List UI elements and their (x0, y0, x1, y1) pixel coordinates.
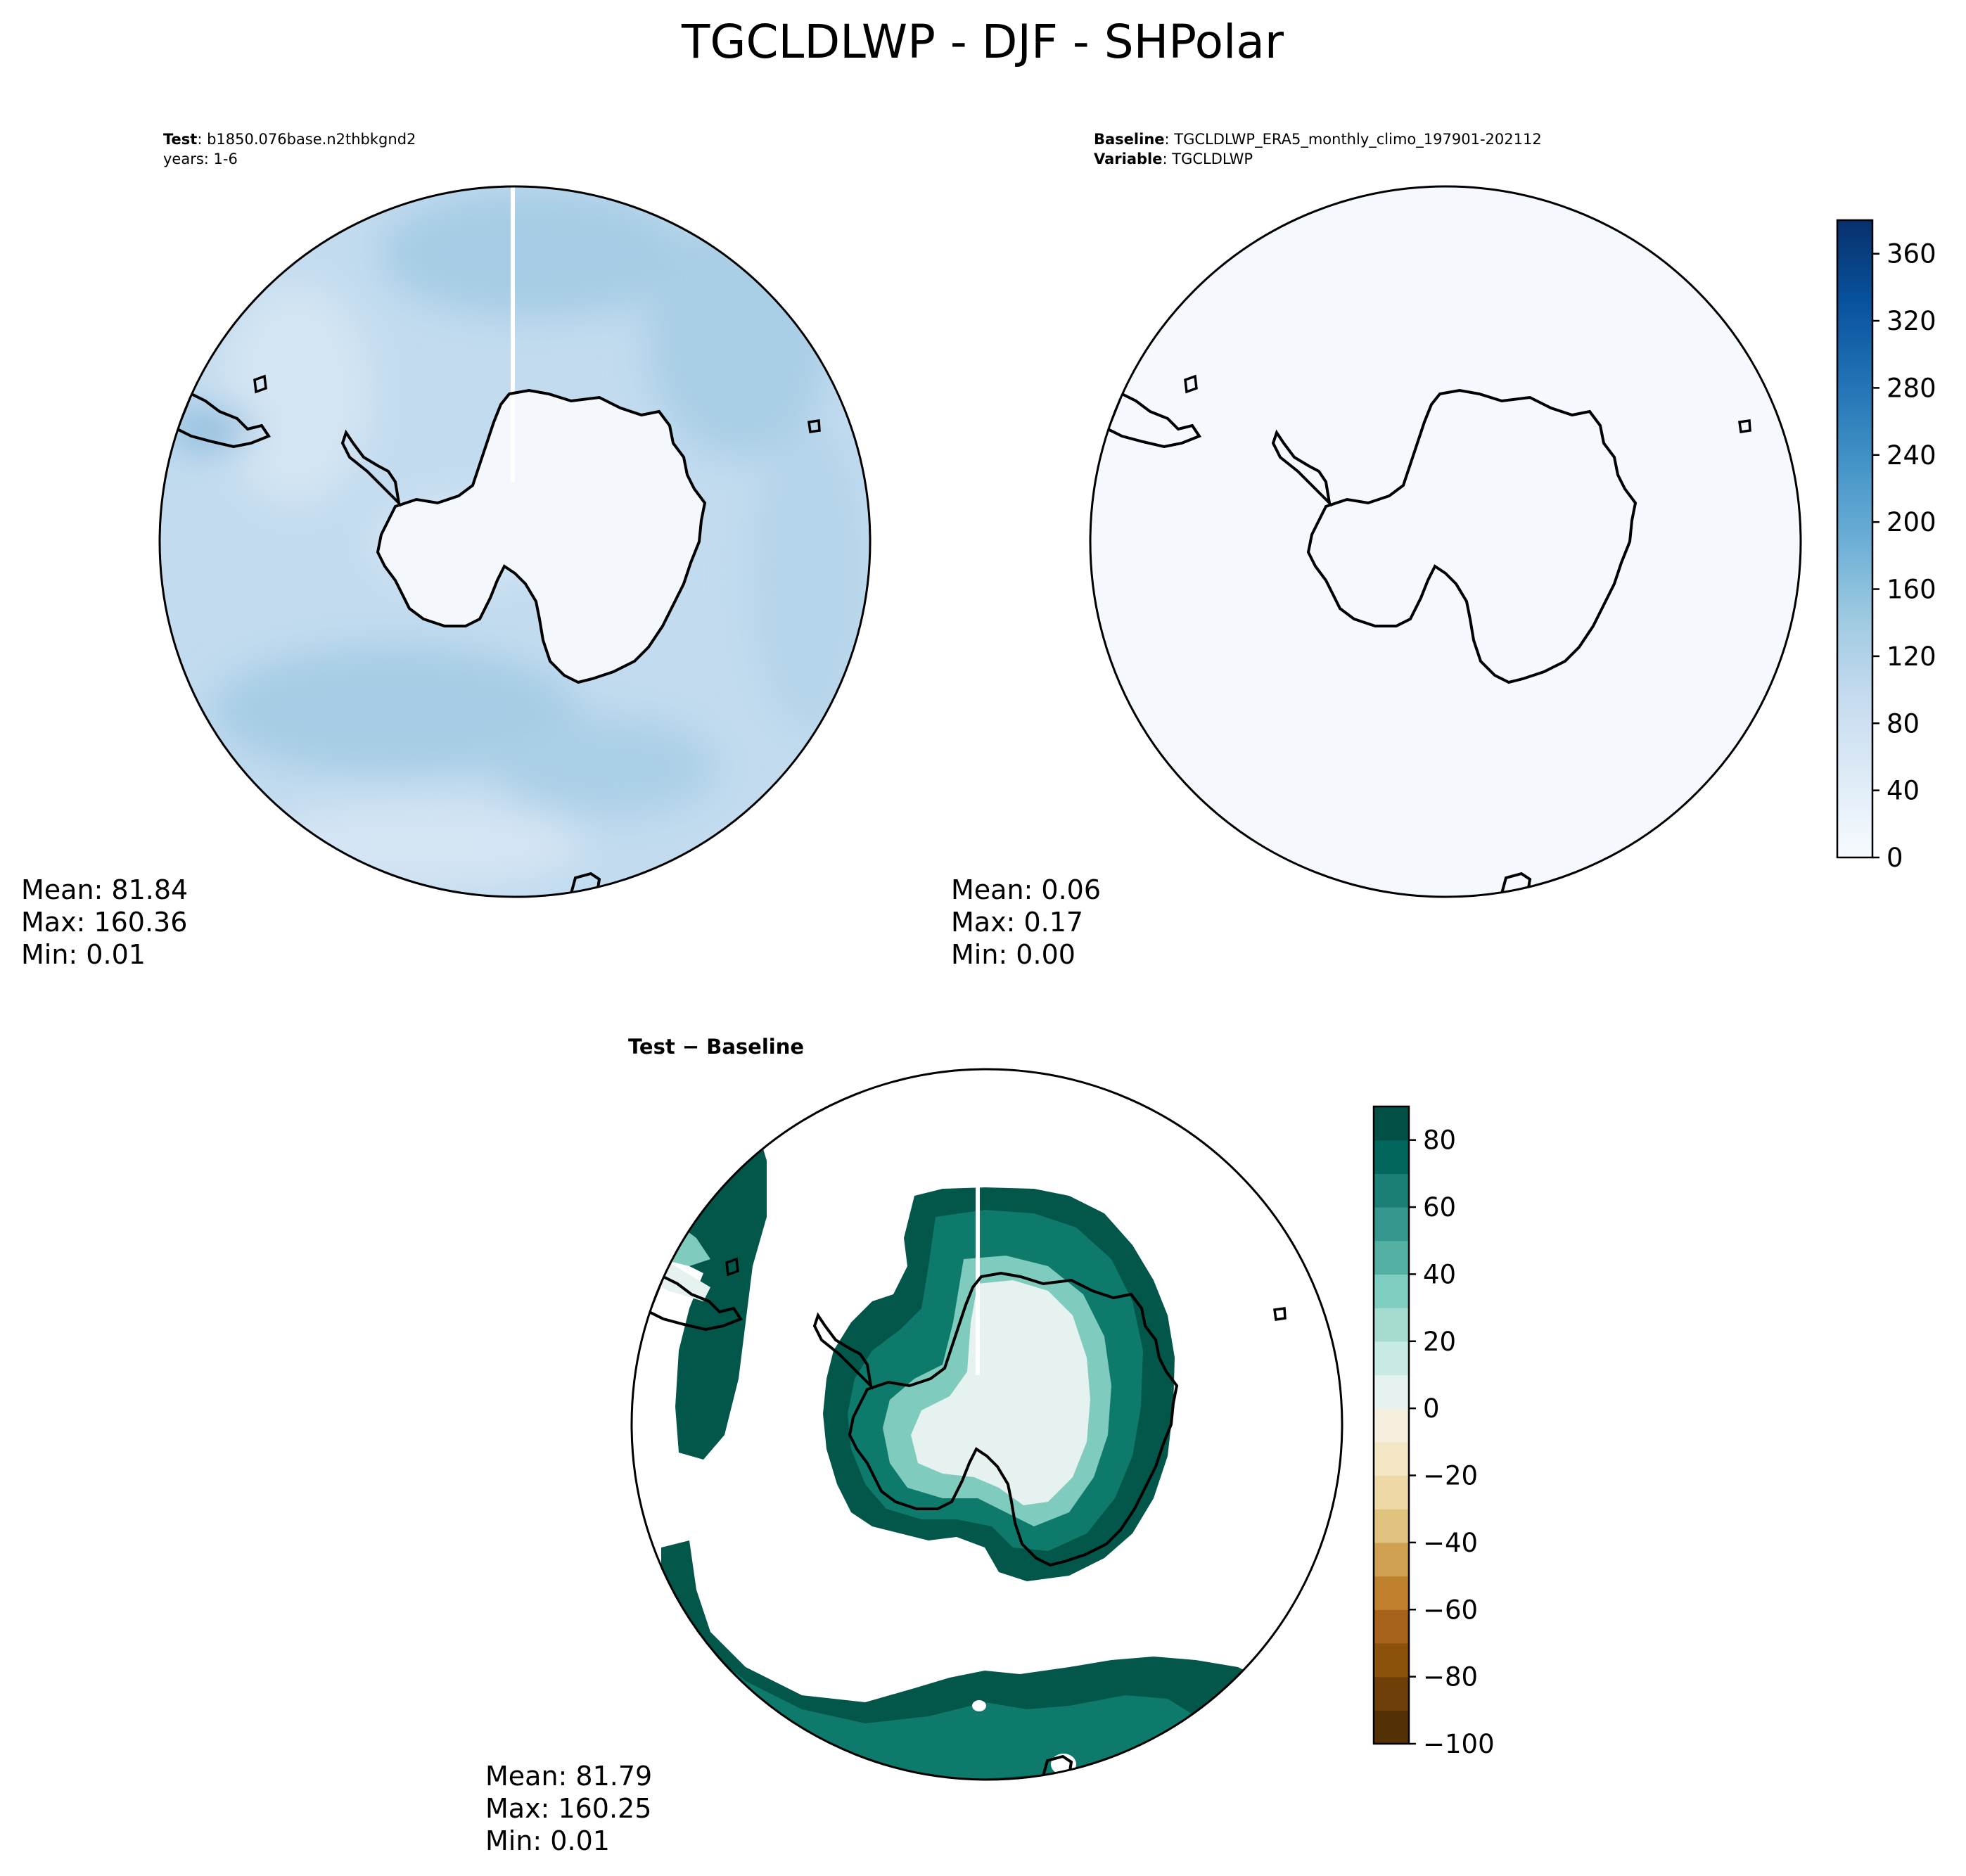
test-mean: Mean: 81.84 (21, 874, 188, 905)
brbg-colorbar-level (1374, 1274, 1409, 1308)
blues-colorbar-tick-label: 200 (1887, 507, 1936, 537)
baseline-variable-value: : TGCLDLWP (1162, 151, 1253, 167)
brbg-colorbar-level (1374, 1475, 1409, 1510)
difference-mean: Mean: 81.79 (485, 1761, 652, 1792)
svg-text:Test: b1850.076base.n2thbkgnd2: Test: b1850.076base.n2thbkgnd2 (163, 131, 416, 148)
baseline-header-key: Baseline (1094, 131, 1165, 148)
difference-map-field (632, 1069, 1342, 1780)
brbg-colorbar-tick-label: −40 (1423, 1528, 1478, 1558)
baseline-header-value: : TGCLDLWP_ERA5_monthly_climo_197901-202… (1165, 131, 1542, 148)
brbg-colorbar-tick-label: −60 (1423, 1595, 1478, 1625)
brbg-colorbar-level (1374, 1240, 1409, 1275)
brbg-colorbar-tick-label: 80 (1423, 1125, 1456, 1156)
brbg-colorbar-level (1374, 1408, 1409, 1443)
blues-colorbar-tick-label: 320 (1887, 306, 1936, 336)
brbg-colorbar-level (1374, 1374, 1409, 1409)
blues-colorbar-tick-label: 360 (1887, 239, 1936, 269)
brbg-colorbar-level (1374, 1341, 1409, 1376)
brbg-colorbar-level (1374, 1308, 1409, 1342)
difference-stats: Mean: 81.79 Max: 160.25 Min: 0.01 (485, 1761, 652, 1856)
test-header-value: : b1850.076base.n2thbkgnd2 (197, 131, 416, 148)
baseline-panel: Baseline: TGCLDLWP_ERA5_monthly_climo_19… (951, 131, 1936, 970)
brbg-colorbar: −100 −80 −60 −40 −20 0 20 40 60 80 (1372, 1105, 1495, 1759)
test-panel: Test: b1850.076base.n2thbkgnd2 years: 1-… (21, 131, 872, 970)
test-max: Max: 160.36 (21, 907, 187, 938)
brbg-colorbar-level (1374, 1676, 1409, 1711)
test-map-boundary (158, 185, 872, 898)
brbg-colorbar-level (1374, 1609, 1409, 1644)
test-stats: Mean: 81.84 Max: 160.36 Min: 0.01 (21, 874, 188, 970)
brbg-colorbar-level (1374, 1207, 1409, 1242)
baseline-min: Min: 0.00 (951, 939, 1075, 970)
brbg-colorbar-level (1374, 1542, 1409, 1577)
test-min: Min: 0.01 (21, 939, 146, 970)
brbg-colorbar-tick-label: 40 (1423, 1259, 1456, 1289)
test-header-years: years: 1-6 (163, 151, 238, 167)
baseline-stats: Mean: 0.06 Max: 0.17 Min: 0.00 (951, 874, 1101, 970)
brbg-colorbar-level (1374, 1140, 1409, 1174)
baseline-max: Max: 0.17 (951, 907, 1083, 938)
difference-map-boundary (630, 1068, 1343, 1781)
brbg-colorbar-level (1374, 1106, 1409, 1141)
difference-min: Min: 0.01 (485, 1825, 610, 1856)
difference-max: Max: 160.25 (485, 1793, 651, 1824)
svg-text:Variable: TGCLDLWP: Variable: TGCLDLWP (1094, 151, 1253, 167)
brbg-colorbar-frame (1372, 1105, 1410, 1745)
blues-colorbar-tick-label: 160 (1887, 575, 1936, 605)
brbg-colorbar-tick-label: 60 (1423, 1192, 1456, 1223)
brbg-colorbar-level (1374, 1173, 1409, 1208)
baseline-variable-key: Variable (1094, 151, 1162, 167)
figure-title: TGCLDLWP - DJF - SHPolar (681, 15, 1284, 69)
svg-text:Baseline: TGCLDLWP_ERA5_monthl: Baseline: TGCLDLWP_ERA5_monthly_climo_19… (1094, 131, 1542, 148)
brbg-colorbar-tick-label: 20 (1423, 1327, 1456, 1357)
blues-colorbar-tick-label: 280 (1887, 373, 1936, 403)
blues-colorbar-tick-label: 120 (1887, 642, 1936, 672)
brbg-colorbar-level (1374, 1441, 1409, 1476)
brbg-colorbar-tick-label: 0 (1423, 1393, 1440, 1424)
blues-colorbar: 0 40 80 120 160 200 240 280 320 360 (1836, 219, 1936, 873)
test-header-key: Test (163, 131, 197, 148)
brbg-colorbar-tick-label: −20 (1423, 1461, 1478, 1491)
blues-colorbar-tick-label: 240 (1887, 440, 1936, 471)
blues-colorbar-tick-label: 80 (1887, 708, 1920, 739)
baseline-mean: Mean: 0.06 (951, 874, 1101, 905)
test-map-field (160, 186, 870, 897)
baseline-map-field (1090, 186, 1801, 897)
difference-title: Test − Baseline (628, 1035, 804, 1059)
brbg-colorbar-tick-label: −100 (1423, 1729, 1495, 1759)
brbg-colorbar-tick-label: −80 (1423, 1662, 1478, 1692)
blues-colorbar-tick-label: 40 (1887, 776, 1920, 806)
brbg-colorbar-level (1374, 1642, 1409, 1678)
difference-panel: Test − Baseline (485, 1035, 1495, 1856)
blues-colorbar-tick-label: 0 (1887, 843, 1903, 873)
brbg-colorbar-level (1374, 1576, 1409, 1610)
baseline-map-boundary (1089, 185, 1802, 898)
brbg-colorbar-level (1374, 1710, 1409, 1744)
brbg-colorbar-level (1374, 1509, 1409, 1543)
